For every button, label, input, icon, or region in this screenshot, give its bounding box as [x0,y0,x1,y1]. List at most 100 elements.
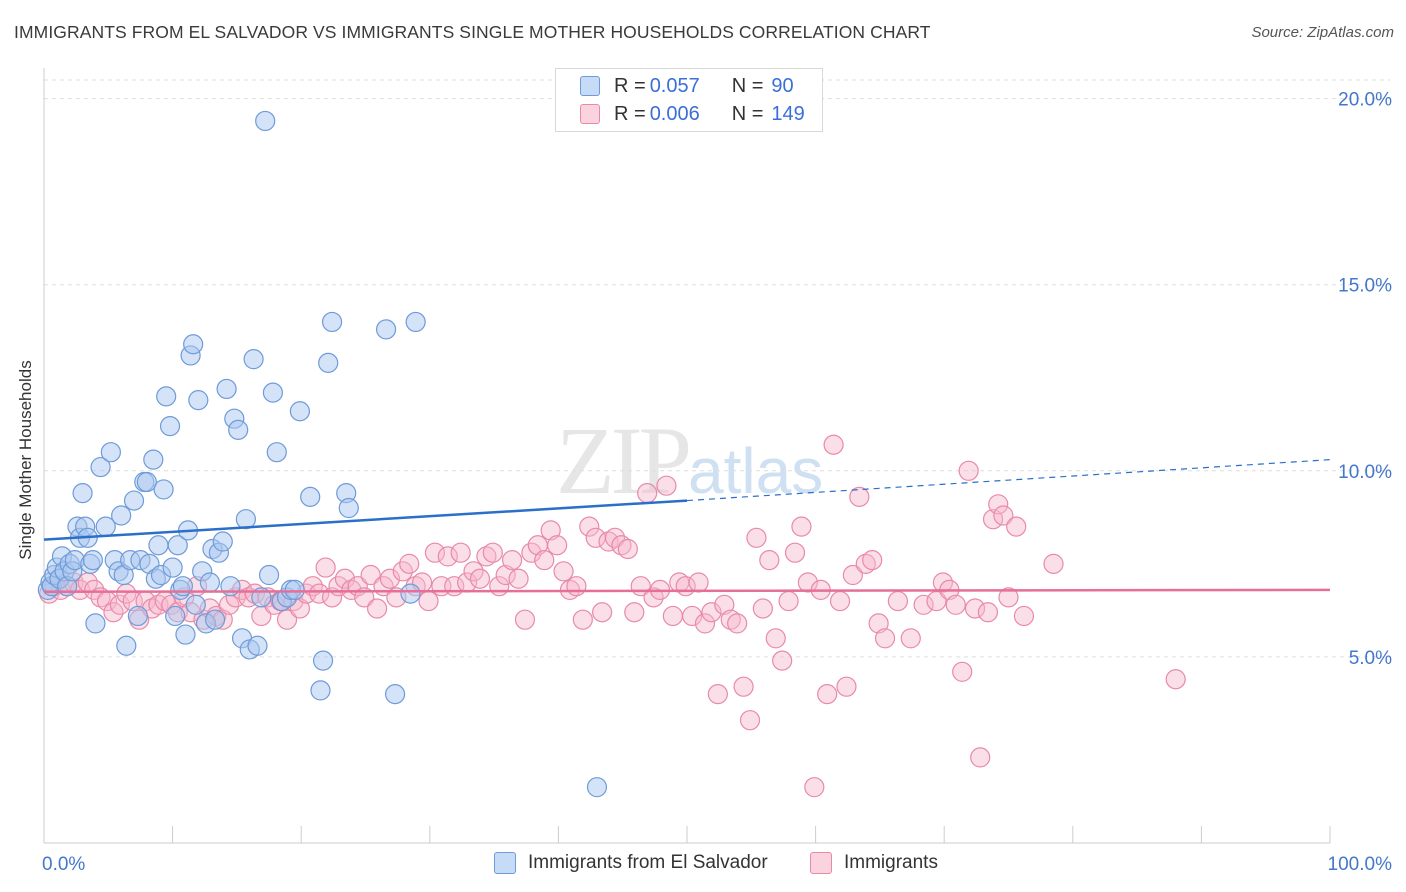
point-immigrants [752,598,773,619]
point-immigrants [694,613,716,634]
point-immigrants [424,542,446,563]
point-immigrants [733,676,754,697]
point-immigrants [508,568,529,589]
legend-label-el-salvador: Immigrants from El Salvador [528,852,768,873]
point-el-salvador [159,416,181,437]
point-immigrants [341,579,362,601]
point-el-salvador [116,635,137,656]
point-el-salvador [258,564,280,586]
point-el-salvador [167,535,188,556]
point-immigrants [1165,669,1186,690]
legend-row-immigrants: R = 0.006 N = 149 [580,101,805,127]
point-immigrants [1043,553,1064,574]
y-tick-label: 5.0% [1349,648,1392,669]
y-axis-label: Single Mother Households [16,360,35,560]
point-immigrants [437,546,458,567]
point-immigrants [836,676,857,697]
point-el-salvador [212,531,233,552]
point-immigrants [309,583,330,604]
point-immigrants [862,550,883,571]
point-el-salvador [136,471,157,493]
point-immigrants [354,587,375,608]
point-immigrants [276,609,298,630]
x-tick-label: 0.0% [42,854,85,875]
point-el-salvador [143,449,164,470]
point-el-salvador [199,572,220,593]
point-el-salvador [321,311,343,333]
legend-label-immigrants: Immigrants [844,852,938,873]
point-immigrants [553,561,574,582]
point-el-salvador [165,605,186,627]
point-immigrants [817,684,838,705]
legend-swatch-blue [580,76,600,96]
point-el-salvador [384,684,406,705]
point-immigrants [502,550,523,571]
legend-n-value: 90 [771,74,794,97]
point-el-salvador [318,352,339,373]
point-el-salvador [300,486,321,507]
point-el-salvador [400,583,421,604]
x-tick-label: 100.0% [1328,854,1393,875]
point-immigrants [450,542,471,563]
point-immigrants [476,546,497,567]
point-immigrants [656,475,677,496]
point-immigrants [572,609,593,630]
point-immigrants [1013,605,1035,627]
point-immigrants [315,557,336,578]
point-immigrants [688,572,709,593]
point-el-salvador [183,334,204,355]
legend-row-el-salvador: R = 0.057 N = 90 [580,73,794,99]
point-el-salvador [375,319,397,340]
point-el-salvador [175,624,196,645]
point-immigrants [366,598,388,619]
point-el-salvador [111,505,132,526]
point-immigrants [887,590,909,612]
legend-swatch-pink [580,104,600,124]
point-immigrants [772,650,793,671]
point-immigrants [495,564,516,586]
point-immigrants [791,516,812,537]
point-el-salvador [310,680,331,701]
point-el-salvador [162,557,183,578]
legend-r-label: R = [614,74,646,97]
y-tick-label: 15.0% [1338,276,1392,297]
source-credit: Source: ZipAtlas.com [1251,24,1394,41]
point-immigrants [109,594,130,615]
point-immigrants [720,609,741,630]
point-el-salvador [262,382,284,403]
point-immigrants [379,568,401,589]
watermark: ZIPatlas [556,405,823,516]
point-immigrants [637,483,658,504]
point-immigrants [624,602,645,623]
point-immigrants [469,568,491,589]
point-immigrants [964,598,986,619]
chart-title: IMMIGRANTS FROM EL SALVADOR VS IMMIGRANT… [14,22,931,42]
point-immigrants [900,628,921,649]
point-el-salvador [247,635,268,656]
point-immigrants [482,542,503,563]
watermark-zip: ZIP [556,407,692,514]
point-el-salvador [123,490,145,511]
point-el-salvador [228,419,249,440]
y-tick-label: 10.0% [1338,462,1392,483]
point-el-salvador [284,579,305,601]
point-el-salvador [235,509,257,530]
point-el-salvador [586,777,608,798]
point-immigrants [993,505,1014,526]
point-el-salvador [72,483,93,504]
point-el-salvador [82,550,103,571]
legend-n-label: N = [731,102,764,125]
point-el-salvador [100,442,121,463]
point-immigrants [727,613,748,634]
point-immigrants [399,553,420,574]
point-el-salvador [312,650,334,671]
legend-n-value: 149 [771,102,805,125]
point-el-salvador [216,378,237,400]
point-immigrants [784,542,806,563]
point-immigrants [977,602,999,623]
point-immigrants [334,568,356,589]
point-immigrants [617,538,638,560]
y-tick-label: 20.0% [1338,90,1392,111]
point-immigrants [778,590,799,612]
